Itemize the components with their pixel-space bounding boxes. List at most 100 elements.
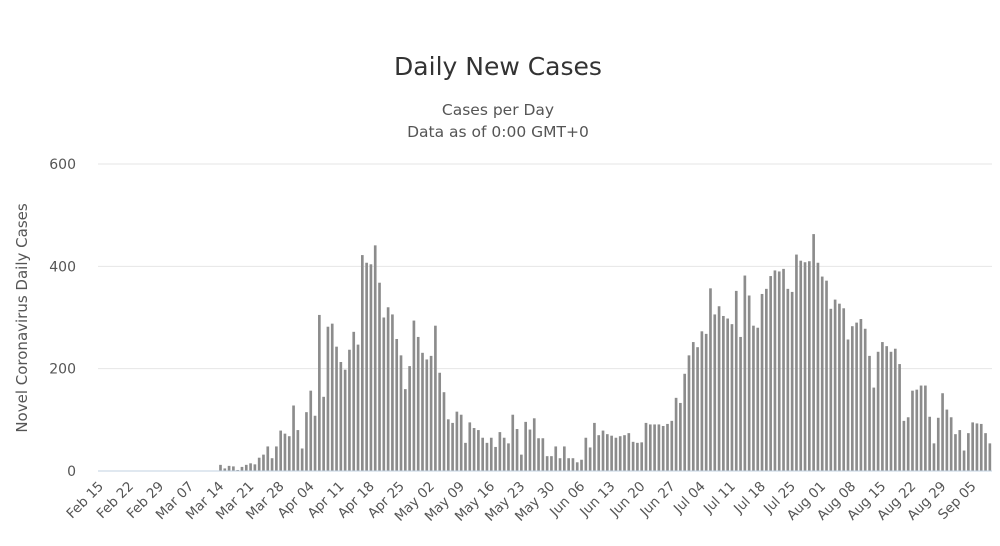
bar — [726, 318, 729, 471]
bar — [984, 433, 987, 471]
bar — [262, 454, 265, 471]
bar — [468, 422, 472, 471]
chart-title: Daily New Cases — [394, 52, 602, 81]
y-axis-ticks: 0 200 400 600 — [49, 157, 76, 480]
bar — [339, 362, 343, 471]
bar — [563, 446, 566, 471]
bar — [300, 448, 304, 471]
bar — [257, 457, 261, 471]
bar — [627, 433, 631, 471]
bar — [717, 306, 721, 471]
bar — [296, 430, 300, 471]
bar — [915, 389, 919, 471]
bar — [537, 438, 540, 471]
bar — [889, 351, 893, 471]
bar — [361, 255, 364, 471]
bar — [356, 344, 360, 471]
bar — [696, 347, 699, 471]
bar — [232, 466, 235, 471]
bar — [850, 326, 854, 471]
bar — [240, 466, 244, 471]
bar — [313, 415, 317, 471]
bar — [318, 314, 321, 471]
bar — [511, 414, 515, 471]
y-axis-label: Novel Coronavirus Daily Cases — [13, 203, 31, 433]
bar — [911, 390, 914, 471]
chart-subtitle-line-2: Data as of 0:00 GMT+0 — [407, 123, 589, 141]
bar — [322, 396, 325, 471]
bar — [902, 420, 906, 471]
bar — [945, 409, 949, 471]
y-tick-label: 200 — [49, 362, 76, 378]
bar — [236, 469, 240, 471]
bar — [515, 429, 519, 471]
bar — [954, 434, 957, 471]
bar — [464, 442, 467, 471]
bar — [412, 320, 416, 471]
bar — [808, 261, 811, 471]
bar — [872, 387, 876, 471]
bar — [382, 317, 386, 471]
bar — [730, 324, 734, 471]
bar — [777, 271, 781, 471]
bar — [580, 459, 583, 471]
bar — [636, 442, 639, 471]
bar — [687, 355, 691, 471]
bar — [739, 336, 742, 471]
bar — [408, 366, 411, 471]
bar — [614, 437, 618, 471]
bar — [403, 389, 407, 471]
x-tick-label: Jul 04 — [670, 479, 709, 518]
bar — [958, 430, 962, 471]
bar — [425, 359, 429, 471]
bar — [747, 295, 751, 471]
bar — [795, 254, 798, 471]
bar — [266, 446, 270, 471]
bar — [605, 434, 609, 471]
bar — [623, 435, 626, 471]
bar — [494, 446, 497, 471]
bar — [421, 352, 424, 471]
x-tick-label: Jul 18 — [730, 479, 769, 518]
bar — [446, 419, 450, 471]
bar — [967, 433, 970, 471]
bar — [305, 412, 308, 471]
bar — [597, 435, 601, 471]
bar — [820, 276, 824, 471]
bar — [532, 418, 536, 471]
bar — [816, 262, 820, 471]
bar — [378, 282, 381, 471]
bar — [868, 355, 871, 472]
bar — [507, 443, 510, 471]
bar — [936, 417, 940, 471]
bar — [941, 393, 944, 471]
bar — [489, 437, 493, 471]
bar — [352, 331, 356, 471]
bar — [373, 245, 377, 471]
bar — [932, 443, 936, 471]
bar — [919, 385, 923, 471]
bar — [893, 348, 897, 471]
bar — [648, 424, 652, 471]
bar — [825, 280, 828, 471]
bar — [618, 436, 622, 471]
bar — [838, 303, 841, 471]
bar — [979, 423, 983, 471]
bar — [631, 441, 635, 471]
bar — [279, 430, 282, 471]
bar — [343, 369, 347, 471]
bar — [876, 351, 880, 471]
bar — [550, 456, 553, 471]
bar — [760, 293, 764, 471]
bar — [545, 456, 549, 471]
bar — [270, 458, 274, 471]
bar — [975, 423, 979, 471]
bar — [829, 308, 833, 471]
bar — [386, 307, 390, 471]
bar — [679, 402, 682, 471]
bar — [769, 276, 772, 471]
bar — [885, 346, 889, 471]
bars — [219, 234, 992, 472]
y-tick-label: 0 — [67, 464, 76, 480]
